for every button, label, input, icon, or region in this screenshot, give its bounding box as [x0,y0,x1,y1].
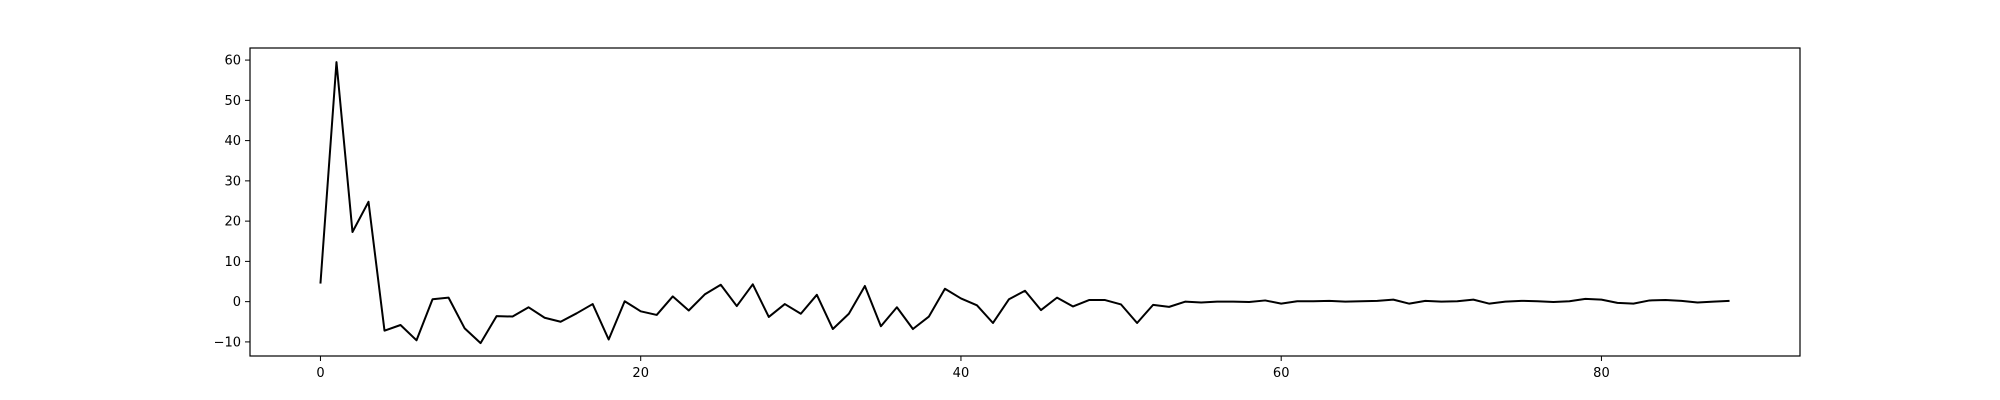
x-tick-label: 20 [632,366,649,381]
y-tick-label: 20 [224,215,241,230]
x-tick-label: 0 [316,366,324,381]
y-tick-label: 60 [224,54,241,69]
x-axis: 0 20 40 60 80 [316,356,1610,381]
x-tick-label: 40 [953,366,970,381]
y-tick-label: 10 [224,255,241,270]
series-line [319,61,1730,345]
y-tick-label: 30 [224,174,241,189]
y-tick-label: −10 [214,335,241,350]
y-tick-label: 50 [224,94,241,109]
y-axis: −10 0 10 20 30 40 50 60 [214,54,250,350]
y-tick-label: 0 [233,295,241,310]
x-tick-label: 80 [1593,366,1610,381]
plot-frame [249,47,1801,357]
x-tick-label: 60 [1273,366,1290,381]
y-tick-label: 40 [224,134,241,149]
